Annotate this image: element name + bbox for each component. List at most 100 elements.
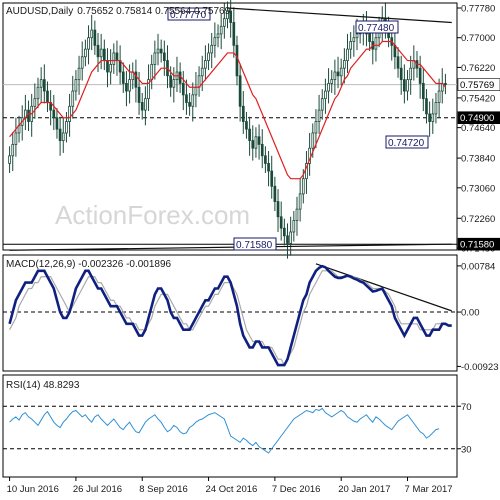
candle-body: [248, 128, 251, 141]
price-annotations: 0.77770 0.77480 0.74720 0.71580: [167, 7, 429, 251]
candle-body: [434, 102, 438, 115]
candle-body: [87, 37, 90, 50]
candle-body: [324, 90, 327, 100]
candle-body: [292, 220, 296, 233]
candle-body: [219, 25, 223, 35]
price-panel-frame: [2, 2, 458, 251]
candle-body: [298, 193, 302, 210]
rsi-y-tick-label: 30: [461, 444, 472, 455]
candle-body: [74, 79, 78, 92]
candle-body: [222, 18, 226, 27]
y-tick-label: 0.76220: [461, 63, 495, 74]
candle-body: [406, 79, 409, 92]
current-price-label: 0.75769: [460, 80, 494, 91]
candles: [8, 0, 447, 259]
candle-body: [99, 48, 103, 58]
rsi-line: [9, 407, 440, 454]
candle-body: [169, 75, 172, 88]
candle-body: [301, 178, 305, 195]
candle-body: [257, 136, 261, 145]
candle-body: [11, 143, 15, 157]
candle-body: [232, 22, 236, 46]
x-tick-label: 24 Oct 2016: [206, 484, 258, 495]
candle-body: [251, 140, 255, 149]
candle-body: [162, 52, 166, 61]
candle-body: [33, 98, 37, 107]
candle-body: [245, 121, 248, 130]
level-label-0: 0.74900: [460, 113, 494, 124]
candle-body: [289, 231, 293, 244]
candle-body: [36, 86, 40, 100]
candle-body: [65, 121, 68, 134]
candle-body: [128, 79, 131, 92]
candle-body: [181, 83, 185, 96]
y-tick-label: 0.75420: [461, 93, 495, 104]
candle-body: [421, 83, 425, 100]
candle-body: [172, 79, 176, 88]
macd-title: MACD(12,26,9) -0.002326 -0.001896: [6, 259, 172, 270]
current-price-label-box: [457, 78, 500, 91]
candle-body: [273, 185, 277, 202]
candle-body: [216, 33, 220, 39]
candle-body: [27, 109, 30, 122]
y-axis-ticks: 0.77780 0.77000 0.76220 0.75420 0.74640 0.738…: [457, 4, 500, 455]
trendlines: [9, 7, 452, 312]
candle-body: [68, 105, 71, 122]
macd-main-line: [8, 264, 452, 367]
candle-body: [374, 37, 378, 50]
macd-lines: [8, 264, 452, 367]
candle-body: [93, 29, 97, 46]
candle-body: [314, 121, 318, 134]
candle-body: [134, 71, 138, 88]
y-tick-label: 0.73060: [461, 183, 495, 194]
candle-body: [279, 216, 283, 229]
macd-signal-line: [9, 270, 446, 367]
candle-body: [311, 132, 315, 149]
candle-body: [90, 29, 94, 39]
candle-body: [191, 94, 195, 107]
candle-body: [106, 60, 109, 73]
candle-body: [238, 75, 242, 107]
candle-body: [159, 48, 163, 54]
rsi-title: RSI(14) 48.8293: [6, 380, 80, 391]
candle-body: [336, 71, 340, 77]
candle-body: [226, 10, 229, 20]
candle-body: [46, 90, 49, 103]
macd-trendline: [315, 263, 452, 312]
candle-body: [229, 10, 233, 23]
candle-body: [339, 67, 343, 77]
candle-body: [444, 83, 447, 85]
price-trendline-1: [9, 243, 452, 251]
x-tick-label: 26 Jul 2016: [73, 484, 122, 495]
candle-body: [204, 60, 207, 69]
candle-body: [80, 56, 84, 69]
annotation-label-0: 0.77770: [170, 10, 207, 21]
candle-body: [343, 60, 346, 69]
y-tick-label: 0.73840: [461, 154, 495, 165]
rsi-series-line: [9, 407, 440, 454]
x-axis-ticks: 10 Jun 2016 26 Jul 2016 8 Sep 2016 24 Oct 2…: [7, 477, 453, 495]
annotation-label-1: 0.77480: [358, 23, 395, 34]
candle-body: [58, 128, 62, 141]
candle-body: [125, 83, 128, 92]
x-tick-label: 7 Mar 2017: [405, 484, 453, 495]
annotation-box-0: [167, 7, 211, 21]
candle-body: [346, 48, 349, 61]
candle-body: [156, 48, 160, 54]
annotation-label-3: 0.71580: [236, 240, 273, 251]
candle-body: [264, 155, 267, 164]
candle-body: [428, 113, 431, 122]
candle-body: [71, 90, 75, 107]
candle-body: [276, 201, 280, 218]
level-label-1: 0.71580: [460, 240, 494, 251]
annotation-box-1: [355, 20, 399, 34]
candle-body: [115, 52, 119, 61]
annotation-box-2: [385, 135, 429, 149]
candle-body: [207, 52, 210, 61]
candle-body: [84, 48, 87, 58]
candle-body: [286, 235, 289, 244]
candle-body: [121, 71, 125, 84]
x-tick-label: 7 Dec 2016: [272, 484, 321, 495]
candle-body: [153, 52, 157, 65]
